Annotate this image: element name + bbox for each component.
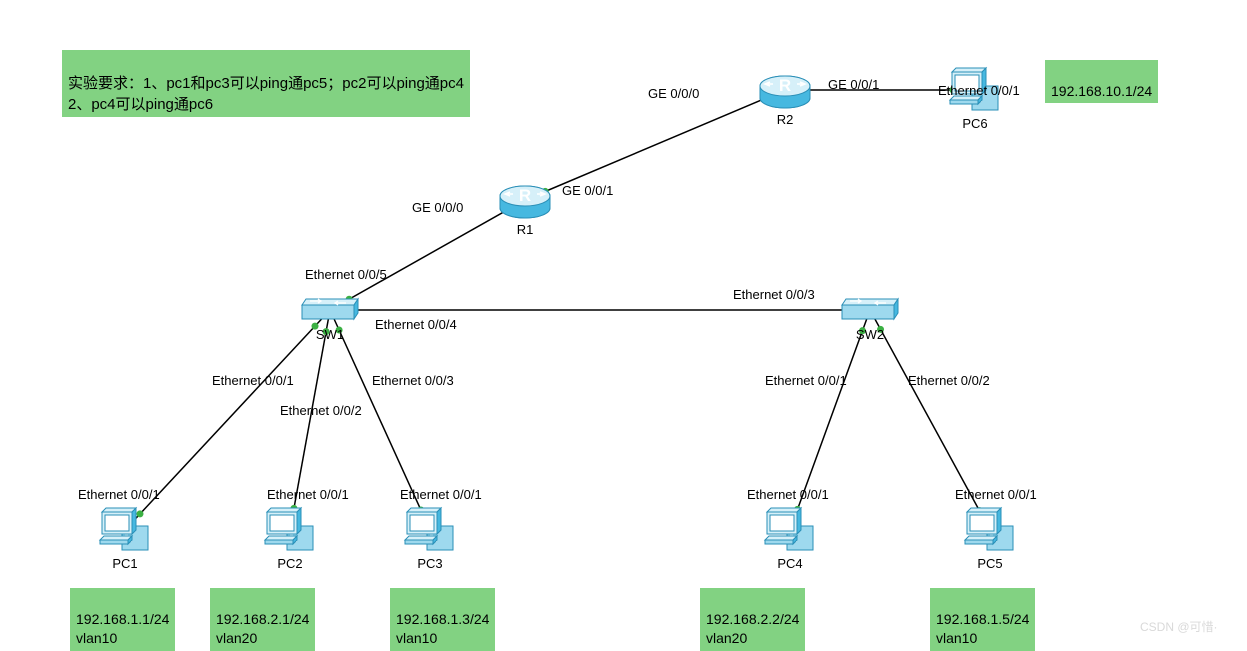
pc5-info-box: 192.168.1.5/24 vlan10 (930, 588, 1035, 651)
port-sw1_e004: Ethernet 0/0/4 (375, 317, 457, 332)
node-label-pc2: PC2 (277, 556, 302, 571)
pc4-info-box: 192.168.2.2/24 vlan20 (700, 588, 805, 651)
port-pc3_e001: Ethernet 0/0/1 (400, 487, 482, 502)
pc6-ip: 192.168.10.1/24 (1051, 83, 1152, 99)
port-sw2_e002: Ethernet 0/0/2 (908, 373, 990, 388)
switch-icon (838, 295, 902, 325)
router-icon: R (497, 180, 553, 220)
port-r2_ge000: GE 0/0/0 (648, 86, 699, 101)
node-label-pc5: PC5 (977, 556, 1002, 571)
node-label-r1: R1 (517, 222, 534, 237)
node-pc2[interactable] (263, 506, 317, 557)
router-icon: R (757, 70, 813, 110)
pc2-info-box: 192.168.2.1/24 vlan20 (210, 588, 315, 651)
pc6-ip-box: 192.168.10.1/24 (1045, 60, 1158, 103)
port-pc5_e001: Ethernet 0/0/1 (955, 487, 1037, 502)
node-pc3[interactable] (403, 506, 457, 557)
pc-icon (98, 506, 152, 554)
pc-icon (763, 506, 817, 554)
node-label-pc3: PC3 (417, 556, 442, 571)
node-pc1[interactable] (98, 506, 152, 557)
port-sw2_e001: Ethernet 0/0/1 (765, 373, 847, 388)
node-label-pc1: PC1 (112, 556, 137, 571)
port-pc1_e001: Ethernet 0/0/1 (78, 487, 160, 502)
port-pc6_e001: Ethernet 0/0/1 (938, 83, 1020, 98)
pc-icon (963, 506, 1017, 554)
pc1-info: 192.168.1.1/24 vlan10 (76, 611, 169, 647)
svg-text:R: R (779, 76, 791, 95)
requirements-text: 实验要求：1、pc1和pc3可以ping通pc5；pc2可以ping通pc4 2… (68, 75, 464, 113)
port-r1_ge001: GE 0/0/1 (562, 183, 613, 198)
pc-icon (403, 506, 457, 554)
port-sw2_e003: Ethernet 0/0/3 (733, 287, 815, 302)
svg-text:R: R (519, 186, 531, 205)
pc2-info: 192.168.2.1/24 vlan20 (216, 611, 309, 647)
pc-icon (263, 506, 317, 554)
port-r2_ge001: GE 0/0/1 (828, 77, 879, 92)
port-pc2_e001: Ethernet 0/0/1 (267, 487, 349, 502)
port-sw1_e002: Ethernet 0/0/2 (280, 403, 362, 418)
pc3-info-box: 192.168.1.3/24 vlan10 (390, 588, 495, 651)
node-sw1[interactable] (298, 295, 362, 328)
node-sw2[interactable] (838, 295, 902, 328)
port-r1_ge000: GE 0/0/0 (412, 200, 463, 215)
pc5-info: 192.168.1.5/24 vlan10 (936, 611, 1029, 647)
node-label-pc4: PC4 (777, 556, 802, 571)
node-label-sw2: SW2 (856, 327, 884, 342)
port-sw1_e003: Ethernet 0/0/3 (372, 373, 454, 388)
watermark: CSDN @可惜· (1140, 618, 1218, 635)
pc4-info: 192.168.2.2/24 vlan20 (706, 611, 799, 647)
node-label-sw1: SW1 (316, 327, 344, 342)
switch-icon (298, 295, 362, 325)
pc1-info-box: 192.168.1.1/24 vlan10 (70, 588, 175, 651)
node-r2[interactable]: R (757, 70, 813, 113)
node-pc5[interactable] (963, 506, 1017, 557)
port-pc4_e001: Ethernet 0/0/1 (747, 487, 829, 502)
port-sw1_e005: Ethernet 0/0/5 (305, 267, 387, 282)
port-sw1_e001: Ethernet 0/0/1 (212, 373, 294, 388)
node-label-r2: R2 (777, 112, 794, 127)
node-pc4[interactable] (763, 506, 817, 557)
node-r1[interactable]: R (497, 180, 553, 223)
pc3-info: 192.168.1.3/24 vlan10 (396, 611, 489, 647)
requirements-box: 实验要求：1、pc1和pc3可以ping通pc5；pc2可以ping通pc4 2… (62, 50, 470, 117)
node-label-pc6: PC6 (962, 116, 987, 131)
